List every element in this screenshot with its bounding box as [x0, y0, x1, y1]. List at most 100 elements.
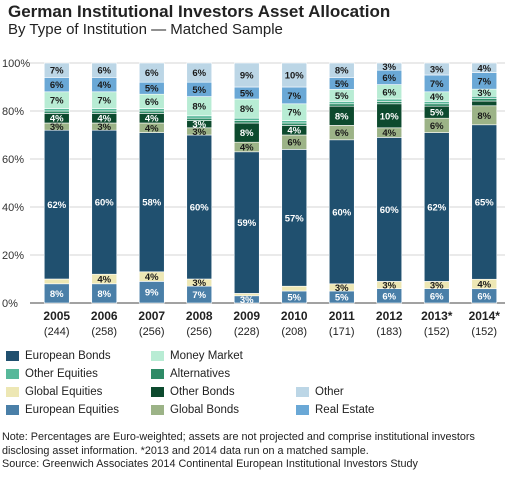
data-label: 4% [477, 279, 491, 290]
x-tick-label: 2012 [376, 309, 403, 323]
bar-stack-2009: 3% 59% 4% 8% 8% 5% 9% [233, 62, 260, 306]
bar-segment-european-bonds [471, 124, 498, 280]
data-label: 5% [335, 293, 349, 304]
note-line-2: disclosing asset information. *2013 and … [2, 444, 369, 457]
data-label: 5% [287, 293, 301, 304]
data-label: 60% [380, 205, 400, 216]
bar-stack-2012: 6%3%60%4%10%6%6%3% [376, 62, 403, 304]
data-label: 3% [240, 295, 254, 306]
bar-segment-european-bonds [186, 134, 213, 280]
data-label: 7% [97, 96, 111, 107]
bar-segment-other [91, 62, 118, 78]
legend-item-global-bonds: Global Bonds [151, 404, 239, 416]
data-label: 3% [477, 88, 491, 99]
sample-size-label: (171) [329, 326, 355, 338]
data-label: 6% [477, 291, 491, 302]
bar-segment-alternatives [91, 110, 118, 114]
bar-segment-alternatives [43, 110, 70, 114]
x-axis-ticks: 2005 (244) 2006 (258) 2007 (256) 2008 (256) 2009… [43, 309, 500, 338]
data-label: 3% [430, 65, 444, 76]
legend-swatch [151, 405, 164, 415]
legend-item-other-bonds: Other Bonds [151, 386, 235, 398]
data-label: 3% [192, 127, 206, 138]
data-label: 6% [335, 128, 349, 139]
x-tick-label: 2009 [233, 309, 260, 323]
legend-label: Other [315, 386, 344, 398]
data-label: 5% [192, 85, 206, 96]
data-label: 6% [430, 121, 444, 132]
y-tick-label: 60% [2, 154, 24, 166]
data-label: 6% [382, 291, 396, 302]
data-label: 4% [145, 123, 159, 134]
bar-stack-2008: 7%3%60%3%3%8%5%6% [186, 62, 213, 304]
legend-item-global-equities: Global Equities [6, 386, 102, 398]
data-label: 6% [382, 73, 396, 84]
legend-label: Other Bonds [170, 386, 235, 398]
data-label: 8% [477, 111, 491, 122]
bar-segment-european-bonds [423, 132, 450, 282]
bar-segment-alternatives [233, 120, 260, 124]
bar-segment-other-equities [138, 108, 165, 112]
bar-segment-other [376, 62, 403, 71]
bar-stack-2006: 8%4%60%3%4%7%4%6% [91, 62, 118, 304]
data-label: 6% [382, 87, 396, 98]
sample-size-label: (152) [471, 326, 497, 338]
data-label: 8% [335, 111, 349, 122]
data-label: 57% [285, 213, 305, 224]
y-axis-ticks: 0% 20% 40% 60% 80% 100% [2, 58, 30, 310]
data-label: 4% [240, 143, 254, 154]
bar-stack-2014: 6%4%65%8%3%7%4% [471, 62, 498, 304]
bar-segment-other [138, 62, 165, 83]
bar-segment-global-equities [281, 285, 308, 292]
legend: European Bonds Money Market Other Equities… [6, 350, 486, 430]
stacked-bar-chart: 0%20%40%60%80%100% 8%62%3%4%7%6%7%8%4%60… [2, 58, 505, 338]
legend-item-european-equities: European Equities [6, 404, 119, 416]
data-label: 4% [97, 114, 111, 125]
data-label: 10% [380, 111, 400, 122]
data-label: 5% [240, 89, 254, 100]
x-tick-label: 2005 [43, 309, 70, 323]
legend-item-alternatives: Alternatives [151, 368, 230, 380]
x-tick-label: 2006 [91, 309, 118, 323]
data-label: 3% [382, 62, 396, 73]
legend-label: Money Market [170, 350, 243, 362]
data-label: 4% [382, 128, 396, 139]
data-label: 10% [285, 71, 305, 82]
x-tick-label: 2014* [469, 309, 501, 323]
y-tick-label: 40% [2, 202, 24, 214]
bar-stack-2013: 6%3%62%6%5%4%7%3% [423, 62, 450, 304]
data-label: 59% [237, 218, 257, 229]
sample-size-label: (256) [186, 326, 212, 338]
sample-size-label: (244) [44, 326, 70, 338]
legend-swatch [6, 387, 19, 397]
bar-segment-alternatives [423, 103, 450, 107]
data-label: 5% [335, 79, 349, 90]
data-label: 3% [382, 281, 396, 292]
data-label: 7% [430, 79, 444, 90]
data-label: 8% [335, 66, 349, 77]
data-label: 5% [145, 84, 159, 95]
bar-segment-alternatives [376, 101, 403, 105]
data-label: 4% [97, 275, 111, 286]
bar-segment-other [328, 62, 355, 78]
bar-segment-other [186, 62, 213, 83]
bar-stack-2005: 8% 62% 3%4% 7% 6% 7% [43, 62, 70, 304]
data-label: 4% [145, 272, 159, 283]
bar-segment-european-bonds [233, 151, 260, 294]
bar-segment-european-bonds [328, 139, 355, 285]
legend-swatch [6, 369, 19, 379]
legend-swatch [6, 405, 19, 415]
bar-segment-other-equities [376, 98, 403, 102]
chart-subtitle: By Type of Institution — Matched Sample [8, 21, 283, 38]
bar-segment-other-equities [186, 115, 213, 119]
data-label: 6% [430, 291, 444, 302]
data-label: 9% [240, 71, 254, 82]
data-label: 7% [287, 108, 301, 119]
data-label: 3% [430, 281, 444, 292]
legend-swatch [151, 351, 164, 361]
data-label: 8% [97, 289, 111, 300]
note-line-1: Note: Percentages are Euro-weighted; ass… [2, 431, 475, 443]
bar-stack-2011: 5%3%60%6%8%5%5%8% [328, 62, 355, 304]
data-label: 7% [50, 96, 64, 107]
data-label: 4% [430, 92, 444, 103]
